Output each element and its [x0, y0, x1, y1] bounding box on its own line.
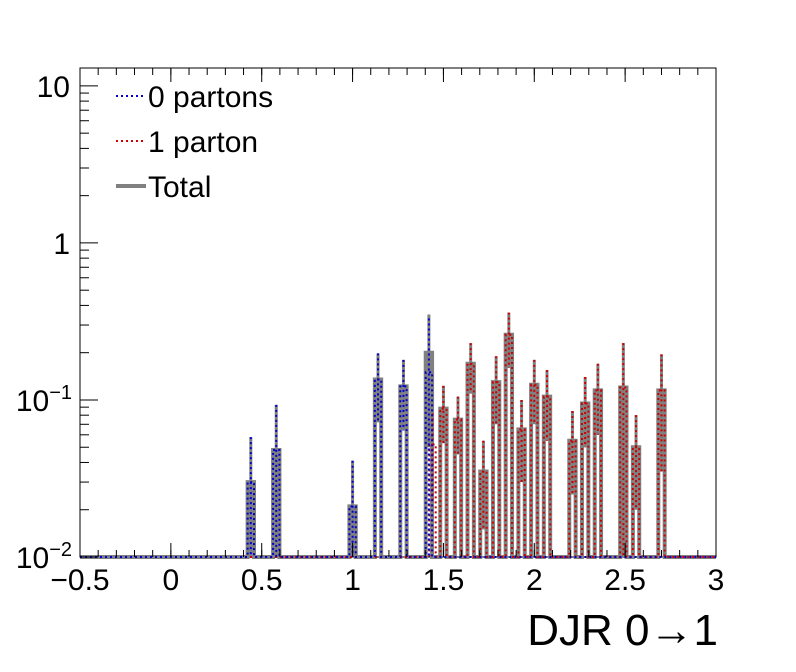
series-1-parton [80, 312, 716, 558]
x-axis-title: DJR 0→1 [527, 606, 718, 655]
x-tick-label: 0.5 [241, 564, 283, 597]
y-tick-label: 10−2 [16, 539, 72, 575]
series-layer [80, 312, 716, 559]
legend-label: 0 partons [148, 81, 273, 114]
legend-label: 1 parton [148, 126, 258, 159]
x-tick-label: 0 [163, 564, 180, 597]
x-tick-label: 2.5 [604, 564, 646, 597]
x-axis-ticks: −0.5 0 0.5 1 1.5 2 2.5 3 [50, 68, 724, 597]
x-tick-label: 1 [344, 564, 361, 597]
y-tick-label: 1 [53, 228, 70, 261]
x-tick-label: 1.5 [423, 564, 465, 597]
series-0-partons [80, 318, 716, 558]
y-axis-ticks: 10−2 10−1 1 10 [16, 71, 98, 575]
x-tick-label: 3 [708, 564, 725, 597]
y-tick-label: 10 [37, 71, 70, 104]
y-tick-label: 10−1 [16, 382, 72, 418]
legend: 0 partons 1 parton Total [116, 81, 273, 204]
histogram-line [80, 371, 716, 558]
x-tick-label: 2 [526, 564, 543, 597]
histogram-line [80, 333, 716, 558]
legend-label: Total [148, 171, 211, 204]
x-tick-label: −0.5 [50, 564, 109, 597]
